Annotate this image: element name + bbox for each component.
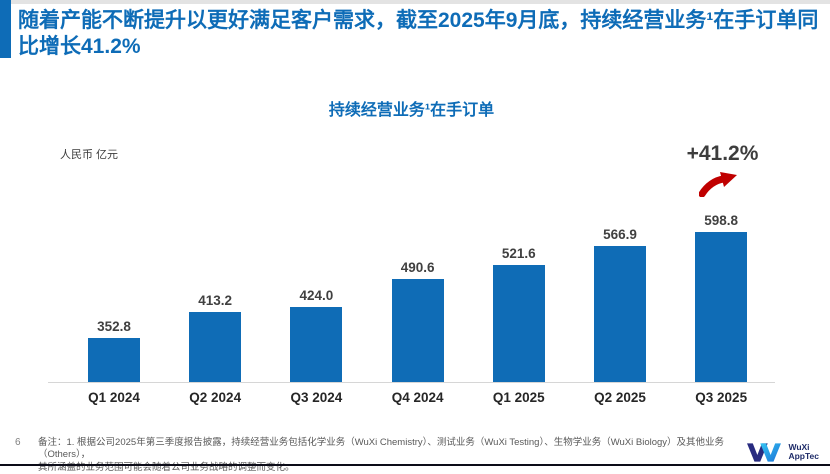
bar-value-label: 521.6 (501, 246, 536, 261)
bar-value-label: 424.0 (299, 288, 334, 303)
axis-unit-label: 人民币 亿元 (60, 149, 119, 161)
wuxi-apptec-logo: WuXi AppTec (747, 441, 819, 463)
x-axis-label: Q2 2025 (594, 390, 646, 405)
bar (695, 232, 748, 382)
logo-w-icon (747, 442, 781, 462)
x-axis-label: Q2 2024 (189, 390, 242, 405)
bottom-rule (0, 464, 830, 466)
bar-value-label: 413.2 (198, 293, 233, 308)
x-axis-label: Q1 2024 (88, 390, 140, 405)
page-number: 6 (15, 437, 21, 448)
x-axis-line (48, 382, 775, 383)
growth-arrow-icon (699, 172, 737, 197)
x-axis-label: Q1 2025 (492, 390, 545, 405)
x-axis-label: Q4 2024 (391, 390, 444, 405)
bar (594, 246, 646, 382)
bar (189, 312, 242, 382)
bar-value-label: 490.6 (400, 260, 435, 275)
slide-headline: 随着产能不断提升以更好满足客户需求，截至2025年9月底，持续经营业务¹在手订单… (18, 9, 819, 58)
bar-value-label: 598.8 (704, 213, 739, 228)
bar-value-label: 352.8 (97, 319, 131, 334)
bar (88, 338, 140, 382)
x-axis-label: Q3 2024 (290, 390, 343, 405)
bar-chart: 352.8 Q1 2024 413.2 Q2 2024 424.0 Q3 2024 490.… (48, 210, 775, 405)
chart-title: 持续经营业务¹在手订单 (328, 102, 495, 119)
footnote-line-1: 备注：1. 根据公司2025年第三季度报告披露，持续经营业务包括化学业务（WuX… (38, 437, 725, 461)
bar-value-label: 566.9 (603, 227, 637, 242)
footnote-line-2: 其所涵盖的业务范围可能会随着公司业务战略的调整而变化。 (38, 461, 295, 473)
headline-accent-bar (0, 0, 11, 58)
top-strip (0, 0, 830, 4)
logo-text: WuXi AppTec (788, 441, 819, 461)
bar (492, 265, 545, 382)
bar (290, 307, 343, 382)
bar (391, 279, 444, 382)
growth-annotation: +41.2% (686, 142, 759, 165)
footnote: 备注：1. 根据公司2025年第三季度报告披露，持续经营业务包括化学业务（WuX… (38, 437, 728, 474)
x-axis-label: Q3 2025 (695, 390, 748, 405)
